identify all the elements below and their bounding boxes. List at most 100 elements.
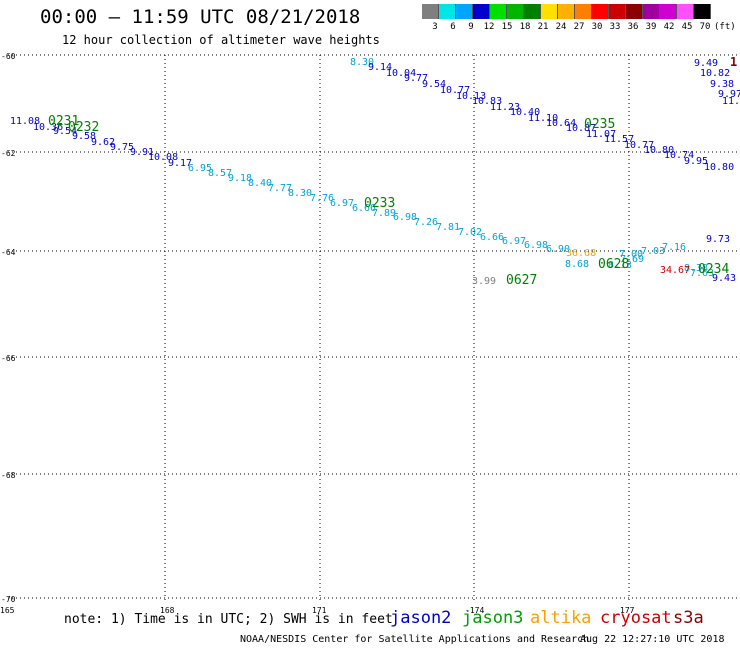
latitude-label: -70 bbox=[1, 595, 16, 604]
page-title: 00:00 — 11:59 UTC 08/21/2018 bbox=[40, 6, 361, 28]
legend-swatch bbox=[507, 4, 524, 19]
legend-label: 9 bbox=[468, 22, 474, 32]
legend-label: 18 bbox=[519, 22, 531, 32]
sat-label-cryosat: cryosat bbox=[600, 608, 672, 628]
timestamp: Aug 22 12:27:10 UTC 2018 bbox=[580, 634, 725, 645]
legend-label: 24 bbox=[555, 22, 567, 32]
latitude-label: -62 bbox=[1, 149, 16, 158]
swh-value: 6.95 bbox=[188, 163, 212, 174]
longitude-label: -174 bbox=[465, 606, 484, 615]
swh-value: 6.97 bbox=[502, 236, 526, 247]
swh-value: 7.02 bbox=[458, 227, 482, 238]
legend-swatch bbox=[456, 4, 473, 19]
swh-value: 10.77 bbox=[624, 140, 654, 151]
swh-value: 8.40 bbox=[248, 178, 272, 189]
swh-value: 9.91 bbox=[130, 147, 154, 158]
legend-label: 3 bbox=[432, 22, 438, 32]
swh-value: 9.54 bbox=[53, 126, 77, 137]
longitude-label: 171 bbox=[312, 606, 327, 615]
swh-value-altika: 36.68 bbox=[566, 248, 596, 259]
color-scale-legend bbox=[422, 4, 740, 19]
legend-swatch bbox=[422, 4, 439, 19]
swh-value: 7.89 bbox=[372, 208, 396, 219]
legend-swatch bbox=[439, 4, 456, 19]
swh-value: 10.83 bbox=[472, 96, 502, 107]
swh-value: 7.03 bbox=[641, 246, 665, 257]
swh-value: 8.38 bbox=[684, 263, 708, 274]
pass-time-label: 0232 bbox=[68, 120, 99, 135]
swh-value: 8.68 bbox=[565, 259, 589, 270]
swh-value: 7.77 bbox=[268, 183, 292, 194]
pass-time-label: 0628 bbox=[598, 257, 629, 272]
credit-line: NOAA/NESDIS Center for Satellite Applica… bbox=[240, 634, 590, 645]
sat-label-jason3: jason3 bbox=[462, 608, 524, 628]
longitude-label: 165 bbox=[0, 606, 15, 615]
legend-swatch bbox=[524, 4, 541, 19]
swh-value: 8.30 bbox=[350, 57, 374, 68]
swh-value: 11.10 bbox=[528, 113, 558, 124]
swh-value: 7.81 bbox=[436, 222, 460, 233]
swh-value: 9.43 bbox=[712, 273, 736, 284]
legend-swatch bbox=[660, 4, 677, 19]
swh-value: 10.04 bbox=[386, 68, 416, 79]
swh-value: 9.73 bbox=[706, 234, 730, 245]
swh-value: 7.69 bbox=[620, 254, 644, 265]
legend-swatch bbox=[490, 4, 507, 19]
swh-value: 10.74 bbox=[664, 150, 694, 161]
pass-time-label: 0235 bbox=[584, 117, 615, 132]
swh-value: 9.17 bbox=[168, 158, 192, 169]
swh-value: 10.82 bbox=[700, 68, 730, 79]
page-subtitle: 12 hour collection of altimeter wave hei… bbox=[62, 33, 380, 47]
swh-value: 8.13 bbox=[608, 260, 632, 271]
legend-swatch bbox=[473, 4, 490, 19]
swh-value: 7.76 bbox=[310, 193, 334, 204]
legend-label: 6 bbox=[450, 22, 456, 32]
legend-label: 27 bbox=[573, 22, 585, 32]
sat-label-s3a: s3a bbox=[673, 608, 704, 628]
swh-value: 10.13 bbox=[456, 91, 486, 102]
pass-time-label: 0233 bbox=[364, 196, 395, 211]
swh-value: 9.14 bbox=[368, 62, 392, 73]
swh-value: 10.40 bbox=[510, 107, 540, 118]
legend-swatch bbox=[541, 4, 558, 19]
swh-value: 7.63 bbox=[690, 268, 714, 279]
legend-label: 42 bbox=[663, 22, 675, 32]
pass-time-label: 0231 bbox=[48, 114, 79, 129]
latitude-label: -60 bbox=[1, 52, 16, 61]
legend-swatch bbox=[626, 4, 643, 19]
legend-swatch bbox=[643, 4, 660, 19]
longitude-label: 168 bbox=[160, 606, 175, 615]
legend-swatch bbox=[609, 4, 626, 19]
swh-value-s3a: 1 bbox=[730, 55, 737, 69]
legend-label: 45 bbox=[681, 22, 693, 32]
legend-label: 12 bbox=[483, 22, 495, 32]
swh-value: 9.38 bbox=[710, 79, 734, 90]
swh-value: 10.64 bbox=[546, 118, 576, 129]
swh-value: 9.49 bbox=[694, 58, 718, 69]
swh-value: 11.23 bbox=[490, 102, 520, 113]
swh-value: 9.77 bbox=[404, 73, 428, 84]
swh-value: 6.66 bbox=[480, 232, 504, 243]
sat-label-altika: altika bbox=[530, 608, 592, 628]
legend-label: 39 bbox=[645, 22, 657, 32]
swh-value: 11.07 bbox=[586, 129, 616, 140]
swh-value: 6.66 bbox=[352, 203, 376, 214]
latitude-label: -68 bbox=[1, 471, 16, 480]
swh-value: 8.57 bbox=[208, 168, 232, 179]
swh-value: 11.0 bbox=[722, 96, 740, 107]
legend-label: 36 bbox=[627, 22, 639, 32]
legend-label: 21 bbox=[537, 22, 549, 32]
legend-swatch bbox=[592, 4, 609, 19]
legend-swatch bbox=[677, 4, 694, 19]
swh-value: 9.54 bbox=[422, 79, 446, 90]
swh-value: 10.36 bbox=[33, 122, 63, 133]
swh-value: 7.00 bbox=[619, 249, 643, 260]
swh-value: 9.58 bbox=[72, 131, 96, 142]
swh-value: 10.77 bbox=[440, 85, 470, 96]
legend-swatch bbox=[694, 4, 711, 19]
latitude-label: -64 bbox=[1, 248, 16, 257]
swh-value: 9.18 bbox=[228, 173, 252, 184]
legend-swatch bbox=[575, 4, 592, 19]
pass-time-label: 0627 bbox=[506, 273, 537, 288]
sat-label-jason2: jason2 bbox=[390, 608, 452, 628]
